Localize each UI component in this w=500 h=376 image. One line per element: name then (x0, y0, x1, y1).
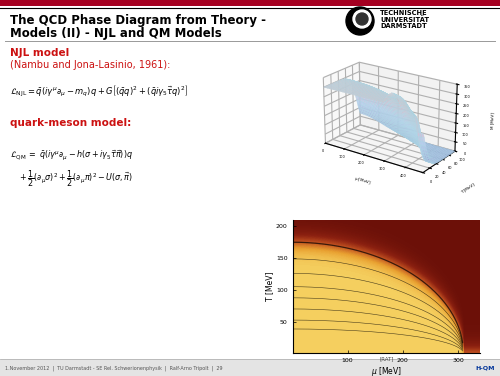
Circle shape (346, 7, 374, 35)
Text: DARMSTADT: DARMSTADT (380, 23, 427, 29)
Bar (0, 0, 500, 6)
Text: $\mathcal{L}_{\mathrm{QM}} \;=\; \bar{q}(i\gamma^\mu\partial_\mu - h(\sigma + i\: $\mathcal{L}_{\mathrm{QM}} \;=\; \bar{q}… (10, 148, 133, 162)
Text: UNIVERSITÄT: UNIVERSITÄT (380, 16, 429, 23)
Text: Models (II) - NJL and QM Models: Models (II) - NJL and QM Models (10, 27, 222, 40)
Text: NJL model: NJL model (10, 48, 69, 58)
Circle shape (353, 10, 371, 28)
X-axis label: $\mu$ [MeV]: $\mu$ [MeV] (370, 365, 402, 376)
Text: 1.November 2012  |  TU Darmstadt - SE Rel. Schwerionenphysik  |  Ralf-Arno Tripo: 1.November 2012 | TU Darmstadt - SE Rel.… (5, 365, 222, 371)
Text: $\quad+\dfrac{1}{2}(\partial_\mu\sigma)^2 + \dfrac{1}{2}(\partial_\mu\pi)^2 - U(: $\quad+\dfrac{1}{2}(\partial_\mu\sigma)^… (10, 168, 133, 188)
Text: [courtesy S. Möller]: [courtesy S. Möller] (361, 176, 415, 181)
Bar (0, 359, 500, 376)
Text: H-QM: H-QM (476, 365, 495, 370)
Text: quark-meson model:: quark-meson model: (10, 118, 131, 128)
Y-axis label: T [MeV]: T [MeV] (266, 272, 274, 302)
Text: The QCD Phase Diagram from Theory -: The QCD Phase Diagram from Theory - (10, 14, 266, 27)
X-axis label: $\mu$ [MeV]: $\mu$ [MeV] (353, 175, 372, 188)
Text: $\mathcal{L}_{\mathrm{NJL}} = \bar{q}(i\gamma^\mu\partial_\mu - m_q)q + G\left[(: $\mathcal{L}_{\mathrm{NJL}} = \bar{q}(i\… (10, 84, 188, 99)
Circle shape (356, 13, 368, 25)
Text: (Nambu and Jona-Lasinio, 1961):: (Nambu and Jona-Lasinio, 1961): (10, 60, 170, 70)
Text: TECHNISCHE: TECHNISCHE (380, 10, 428, 16)
Y-axis label: T [MeV]: T [MeV] (460, 182, 475, 194)
Text: [RAT]: [RAT] (379, 356, 394, 361)
